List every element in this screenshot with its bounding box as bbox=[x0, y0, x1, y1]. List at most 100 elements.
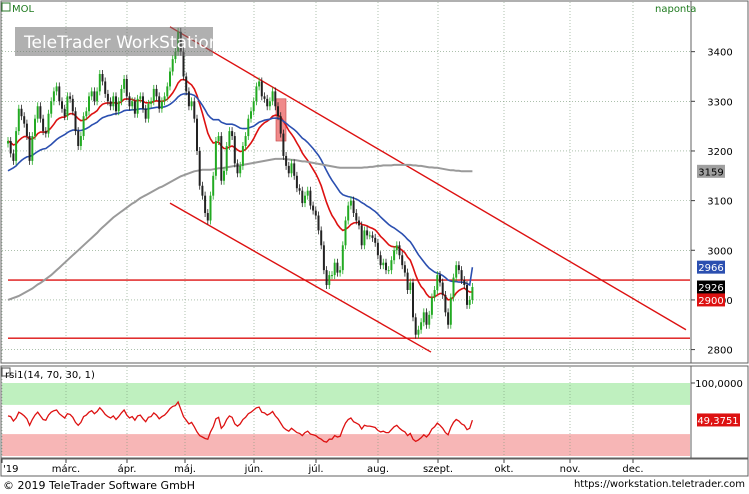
candle-body bbox=[358, 220, 360, 226]
date-tick-label: jún. bbox=[244, 463, 264, 475]
candle-body bbox=[287, 165, 290, 174]
candle-body bbox=[331, 275, 333, 277]
trendline-channel-upper[interactable] bbox=[169, 26, 687, 331]
candle-body bbox=[271, 91, 274, 102]
candle-body bbox=[368, 235, 371, 237]
candle-body bbox=[395, 245, 398, 251]
candle-body bbox=[252, 101, 255, 112]
candle-body bbox=[398, 245, 401, 256]
candle-body bbox=[393, 250, 396, 261]
candle-body bbox=[109, 101, 112, 107]
candle-body bbox=[196, 118, 198, 151]
date-tick-label: aug. bbox=[367, 464, 389, 475]
candle-body bbox=[385, 262, 387, 271]
candle-body bbox=[452, 277, 455, 298]
symbol-checkbox[interactable] bbox=[1, 2, 11, 12]
candle-body bbox=[406, 272, 409, 290]
candle-body bbox=[152, 88, 155, 102]
candle-body bbox=[217, 136, 220, 142]
candle-body bbox=[61, 101, 63, 109]
candle-body bbox=[204, 195, 207, 214]
candle-body bbox=[144, 108, 147, 119]
candle-body bbox=[449, 297, 452, 325]
watermark-box bbox=[15, 27, 213, 56]
candle-body bbox=[333, 262, 336, 276]
candle-body bbox=[212, 175, 215, 196]
rsi-checkbox[interactable] bbox=[1, 367, 11, 377]
candle-body bbox=[414, 317, 417, 335]
candle-body bbox=[139, 96, 142, 99]
price-badge-label: 2966 bbox=[698, 263, 723, 274]
rsi-line bbox=[7, 400, 474, 443]
candle-body bbox=[301, 190, 304, 204]
candle-body bbox=[239, 165, 242, 174]
candle-body bbox=[255, 86, 258, 102]
candle-body bbox=[44, 131, 47, 134]
footer-link[interactable]: https://workstation.teletrader.com bbox=[573, 479, 745, 490]
candle-body bbox=[112, 96, 115, 107]
candle-body bbox=[457, 265, 460, 271]
candle-body bbox=[88, 96, 90, 112]
candle-body bbox=[325, 270, 328, 286]
candle-body bbox=[290, 163, 293, 174]
candle-body bbox=[187, 91, 190, 107]
candle-body bbox=[190, 101, 193, 107]
rsi-plot bbox=[7, 400, 474, 443]
candle-body bbox=[82, 116, 85, 137]
rsi-label[interactable]: rsi1(14, 70, 30, 1) bbox=[5, 370, 95, 381]
candle-body bbox=[401, 255, 404, 266]
candle-body bbox=[125, 78, 128, 97]
candle-body bbox=[23, 116, 26, 124]
candle-body bbox=[336, 262, 339, 273]
ma-short-line bbox=[7, 78, 473, 301]
date-axis-panel bbox=[0, 458, 749, 477]
trendline-channel-lower[interactable] bbox=[169, 202, 432, 353]
candle-body bbox=[463, 280, 466, 286]
candle-body bbox=[352, 200, 355, 214]
price-tick-label: 3300 bbox=[707, 97, 732, 108]
candle-body bbox=[349, 200, 352, 206]
candle-body bbox=[220, 136, 223, 181]
period-label[interactable]: naponta bbox=[655, 4, 696, 15]
rsi-tick-label: 100,0000 bbox=[695, 379, 743, 390]
candle-body bbox=[233, 136, 236, 164]
candle-body bbox=[466, 285, 468, 305]
candle-body bbox=[422, 312, 425, 323]
candle-body bbox=[166, 86, 169, 97]
candle-body bbox=[374, 237, 377, 243]
candle-body bbox=[417, 329, 420, 335]
candle-body bbox=[306, 190, 309, 196]
price-tick-label: 3400 bbox=[707, 48, 732, 59]
price-axis: 2800 2900 3000 3100 3200 3300 3400 3159 2966 2926… bbox=[690, 0, 749, 364]
candle-body bbox=[363, 230, 366, 246]
candle-body bbox=[206, 213, 209, 221]
candle-body bbox=[468, 299, 471, 305]
candle-body bbox=[12, 153, 15, 161]
price-plot bbox=[7, 26, 690, 353]
price-tick-label: 3100 bbox=[707, 197, 732, 208]
candle-body bbox=[241, 146, 244, 166]
candle-body bbox=[52, 91, 55, 102]
candle-body bbox=[403, 265, 406, 273]
candle-body bbox=[150, 101, 153, 104]
date-tick-label: ápr. bbox=[118, 463, 137, 475]
candle-body bbox=[360, 225, 363, 246]
candle-body bbox=[376, 242, 379, 256]
date-tick-label: okt. bbox=[494, 464, 513, 475]
candle-body bbox=[42, 118, 45, 132]
candle-body bbox=[25, 123, 28, 137]
price-badge bbox=[697, 293, 725, 307]
candle-body bbox=[228, 131, 231, 146]
price-badge-label: 2926 bbox=[698, 283, 723, 294]
candle-body bbox=[460, 270, 463, 281]
candle-body bbox=[171, 59, 174, 72]
candle-body bbox=[58, 86, 61, 102]
candle-body bbox=[409, 282, 412, 290]
candle-body bbox=[182, 51, 185, 77]
candle-body bbox=[47, 113, 50, 134]
candle-body bbox=[158, 96, 161, 109]
candle-body bbox=[66, 96, 69, 117]
candle-body bbox=[142, 96, 144, 109]
candle-body bbox=[77, 131, 80, 146]
symbol-label[interactable]: MOL bbox=[12, 4, 34, 15]
